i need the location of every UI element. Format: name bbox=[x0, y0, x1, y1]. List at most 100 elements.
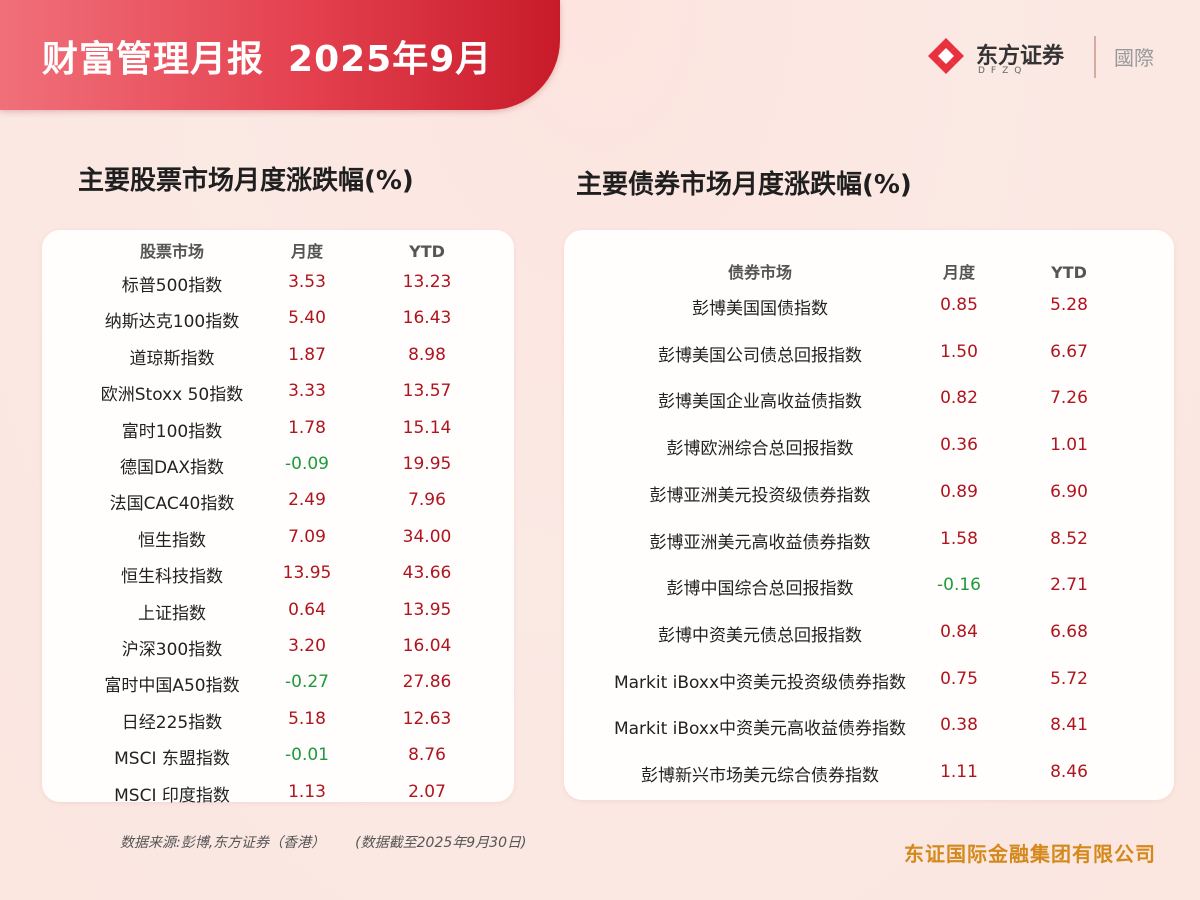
market-name: 彭博新兴市场美元综合债券指数 bbox=[641, 766, 879, 786]
ytd-change: 2.07 bbox=[408, 781, 446, 802]
market-name: 道琼斯指数 bbox=[129, 348, 215, 369]
data-source-note: 数据来源:彭博,东方证券（香港） (数据截至2025年9月30日) bbox=[120, 832, 526, 852]
bond-column-header: 月度 bbox=[942, 263, 975, 282]
market-name: 富时100指数 bbox=[121, 421, 223, 442]
ytd-change: 19.95 bbox=[402, 454, 452, 474]
market-name: Markit iBoxx中资美元高收益债券指数 bbox=[613, 719, 907, 740]
market-name: 彭博美国国债指数 bbox=[692, 299, 828, 319]
table-row: MSCI 印度指数 1.13 2.07 bbox=[42, 779, 514, 813]
ytd-change: 12.63 bbox=[402, 708, 452, 729]
table-row: 上证指数 0.64 13.95 bbox=[42, 597, 514, 631]
monthly-change: 1.13 bbox=[288, 781, 326, 802]
monthly-change: 1.78 bbox=[288, 417, 326, 438]
table-row: 沪深300指数 3.20 16.04 bbox=[42, 633, 514, 667]
monthly-change: -0.27 bbox=[285, 672, 329, 693]
market-name: Markit iBoxx中资美元投资级债券指数 bbox=[613, 672, 907, 693]
ytd-change: 6.67 bbox=[1050, 341, 1088, 362]
report-title: 财富管理月报 bbox=[42, 39, 265, 80]
market-name: 德国DAX指数 bbox=[119, 458, 225, 478]
table-row: 彭博美国国债指数 0.85 5.28 bbox=[564, 292, 1174, 326]
brand-name: 东方证券 bbox=[976, 44, 1065, 69]
data-source: 数据来源:彭博,东方证券（香港） bbox=[120, 835, 326, 851]
table-row: 德国DAX指数 -0.09 19.95 bbox=[42, 451, 514, 485]
ytd-change: 6.68 bbox=[1050, 621, 1088, 642]
table-row: 日经225指数 5.18 12.63 bbox=[42, 706, 514, 740]
monthly-change: 13.95 bbox=[282, 563, 332, 584]
monthly-change: 5.40 bbox=[288, 308, 326, 329]
bond-table: 债券市场 月度 YTD 彭博美国国债指数 0.85 5.28 彭博美国公司债总回报指数 1.5… bbox=[564, 230, 1174, 800]
ytd-change: 2.71 bbox=[1050, 575, 1088, 596]
market-name: 富时中国A50指数 bbox=[104, 676, 240, 697]
monthly-change: 0.38 bbox=[940, 715, 978, 736]
monthly-change: 0.75 bbox=[940, 668, 978, 689]
table-row: 法国CAC40指数 2.49 7.96 bbox=[42, 487, 514, 521]
ytd-change: 5.72 bbox=[1050, 668, 1088, 689]
monthly-change: 0.84 bbox=[940, 621, 978, 642]
table-row: 彭博中资美元债总回报指数 0.84 6.68 bbox=[564, 619, 1174, 653]
monthly-change: 0.89 bbox=[940, 481, 978, 502]
table-row: 彭博中国综合总回报指数 -0.16 2.71 bbox=[564, 572, 1174, 606]
market-name: 彭博中资美元债总回报指数 bbox=[658, 625, 862, 646]
ytd-change: 1.01 bbox=[1050, 435, 1088, 456]
market-name: 法国CAC40指数 bbox=[109, 494, 235, 515]
ytd-change: 13.23 bbox=[402, 272, 452, 292]
market-name: 日经225指数 bbox=[121, 712, 223, 733]
monthly-change: 1.87 bbox=[288, 344, 326, 365]
table-row: 彭博亚洲美元高收益债券指数 1.58 8.52 bbox=[564, 526, 1174, 560]
dfzq-logo-icon bbox=[928, 38, 964, 74]
company-name: 东证国际金融集团有限公司 bbox=[904, 842, 1156, 866]
monthly-change: 1.58 bbox=[940, 528, 978, 549]
monthly-change: 0.64 bbox=[288, 599, 326, 620]
ytd-change: 8.52 bbox=[1050, 528, 1088, 549]
market-name: 彭博欧洲综合总回报指数 bbox=[666, 439, 854, 460]
bond-column-header: YTD bbox=[1051, 263, 1087, 282]
monthly-change: -0.16 bbox=[937, 575, 981, 596]
table-row: 彭博美国企业高收益债指数 0.82 7.26 bbox=[564, 385, 1174, 419]
table-row: 恒生指数 7.09 34.00 bbox=[42, 524, 514, 558]
market-name: 彭博中国综合总回报指数 bbox=[666, 579, 854, 600]
ytd-change: 16.04 bbox=[402, 636, 452, 656]
ytd-change: 13.95 bbox=[402, 599, 452, 620]
equity-section-title: 主要股票市场月度涨跌幅(%) bbox=[78, 166, 414, 196]
table-row: 彭博欧洲综合总回报指数 0.36 1.01 bbox=[564, 432, 1174, 466]
market-name: MSCI 东盟指数 bbox=[114, 749, 230, 770]
ytd-change: 6.90 bbox=[1050, 481, 1088, 502]
table-row: 恒生科技指数 13.95 43.66 bbox=[42, 560, 514, 594]
table-row: 彭博美国公司债总回报指数 1.50 6.67 bbox=[564, 339, 1174, 373]
market-name: 纳斯达克100指数 bbox=[104, 312, 240, 333]
monthly-change: -0.09 bbox=[285, 454, 329, 474]
equity-table: 股票市场 月度 YTD 标普500指数 3.53 13.23 纳斯达克100指数 5.40 16… bbox=[42, 230, 514, 806]
ytd-change: 8.76 bbox=[408, 745, 446, 766]
table-row: 富时中国A50指数 -0.27 27.86 bbox=[42, 669, 514, 703]
market-name: 恒生指数 bbox=[138, 530, 206, 551]
equity-column-header: YTD bbox=[409, 242, 445, 261]
table-row: 彭博新兴市场美元综合债券指数 1.11 8.46 bbox=[564, 759, 1174, 793]
monthly-change: -0.01 bbox=[285, 745, 329, 766]
market-name: 彭博亚洲美元高收益债券指数 bbox=[649, 532, 871, 553]
report-period: 2025年9月 bbox=[288, 39, 493, 80]
ytd-change: 16.43 bbox=[402, 308, 452, 329]
bond-table-header: 债券市场 月度 YTD bbox=[564, 256, 1174, 290]
ytd-change: 8.98 bbox=[408, 344, 446, 365]
table-row: 道琼斯指数 1.87 8.98 bbox=[42, 342, 514, 376]
monthly-change: 1.11 bbox=[940, 762, 978, 782]
market-name: 上证指数 bbox=[138, 603, 206, 624]
brand-sub: DFZQ bbox=[978, 66, 1028, 76]
ytd-change: 8.41 bbox=[1050, 715, 1088, 736]
market-name: 欧洲Stoxx 50指数 bbox=[100, 385, 244, 406]
ytd-change: 5.28 bbox=[1050, 295, 1088, 315]
monthly-change: 3.33 bbox=[288, 381, 326, 402]
market-name: 沪深300指数 bbox=[121, 640, 223, 660]
market-name: MSCI 印度指数 bbox=[114, 785, 230, 806]
data-date-note: (数据截至2025年9月30日) bbox=[355, 835, 527, 851]
equity-table-header: 股票市场 月度 YTD bbox=[42, 235, 514, 269]
table-row: Markit iBoxx中资美元高收益债券指数 0.38 8.41 bbox=[564, 712, 1174, 746]
ytd-change: 7.26 bbox=[1050, 388, 1088, 409]
equity-column-header: 月度 bbox=[290, 242, 323, 261]
table-row: 纳斯达克100指数 5.40 16.43 bbox=[42, 305, 514, 339]
page-title: 财富管理月报 2025年9月 bbox=[42, 30, 492, 82]
monthly-change: 2.49 bbox=[288, 490, 326, 511]
ytd-change: 15.14 bbox=[402, 417, 452, 438]
market-name: 恒生科技指数 bbox=[121, 567, 223, 588]
table-row: 标普500指数 3.53 13.23 bbox=[42, 269, 514, 303]
